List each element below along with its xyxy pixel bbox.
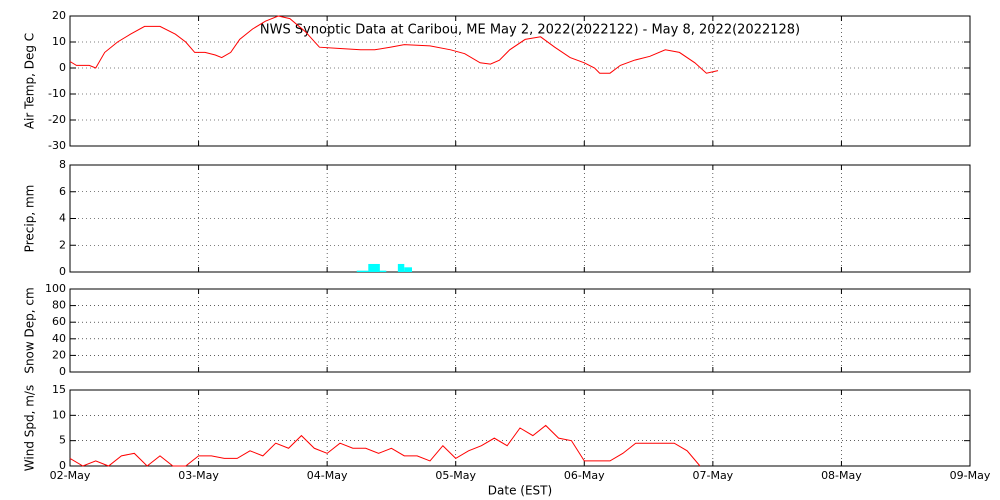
y-tick-label: -20	[48, 113, 66, 126]
bar	[404, 267, 412, 272]
data-line	[69, 15, 719, 74]
y-tick-label: 4	[59, 212, 66, 225]
y-tick-label: 0	[59, 61, 66, 74]
x-tick-label: 09-May	[950, 469, 991, 482]
x-tick-label: 08-May	[821, 469, 862, 482]
y-tick-label: 60	[52, 315, 66, 328]
y-tick-label: 6	[59, 185, 66, 198]
y-tick-label: 80	[52, 299, 66, 312]
y-tick-label: 10	[52, 408, 66, 421]
y-axis-label: Precip, mm	[23, 185, 37, 253]
bar	[397, 263, 405, 272]
y-tick-label: -10	[48, 87, 66, 100]
y-tick-label: 20	[52, 348, 66, 361]
plot-frame	[69, 389, 971, 467]
y-tick-label: 15	[52, 383, 66, 396]
x-tick-label: 02-May	[50, 469, 91, 482]
x-tick-label: 04-May	[307, 469, 348, 482]
bar	[356, 270, 369, 272]
chart-title: NWS Synoptic Data at Caribou, ME May 2, …	[260, 23, 800, 38]
bar	[368, 263, 380, 272]
plot-frame	[69, 15, 971, 147]
y-axis-label: Air Temp, Deg C	[23, 33, 37, 129]
x-tick-label: 05-May	[435, 469, 476, 482]
plot-frame	[69, 288, 971, 373]
y-tick-label: 100	[45, 282, 66, 295]
bar	[379, 270, 387, 272]
y-tick-label: 0	[59, 459, 66, 472]
x-tick-label: 07-May	[692, 469, 733, 482]
y-axis-label: Snow Dep, cm	[23, 287, 37, 373]
y-tick-label: -30	[48, 139, 66, 152]
y-tick-label: 20	[52, 9, 66, 22]
y-tick-label: 40	[52, 332, 66, 345]
y-tick-label: 8	[59, 158, 66, 171]
y-tick-label: 10	[52, 35, 66, 48]
y-tick-label: 5	[59, 434, 66, 447]
y-tick-label: 0	[59, 365, 66, 378]
x-axis-label: Date (EST)	[488, 484, 552, 498]
data-line	[69, 424, 701, 467]
x-tick-label: 06-May	[564, 469, 605, 482]
y-tick-label: 2	[59, 238, 66, 251]
y-axis-label: Wind Spd, m/s	[23, 385, 37, 471]
plot-frame	[69, 164, 971, 273]
x-tick-label: 03-May	[178, 469, 219, 482]
y-tick-label: 0	[59, 265, 66, 278]
